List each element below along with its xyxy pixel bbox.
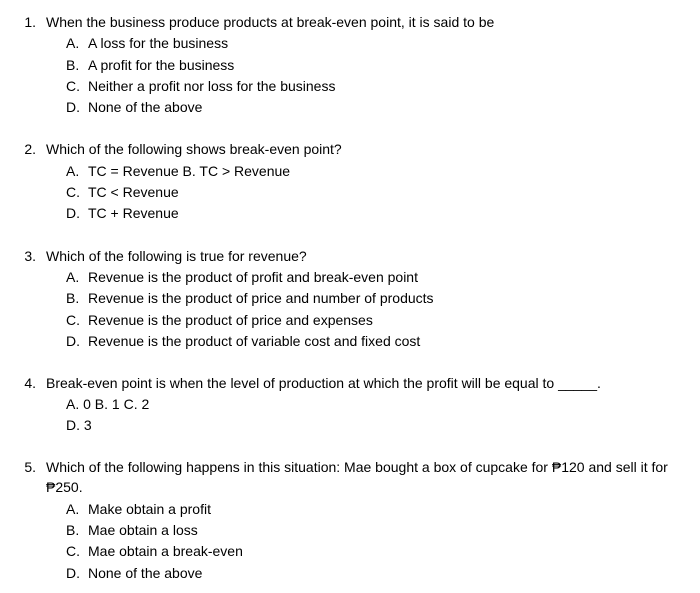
option-line-2: D. 3 [66, 415, 682, 435]
option-text: Mae obtain a break-even [88, 541, 682, 561]
option-c: C. Revenue is the product of price and e… [66, 310, 682, 330]
option-a: A. A loss for the business [66, 33, 682, 53]
option-c: C. Neither a profit nor loss for the bus… [66, 76, 682, 96]
option-letter: A. [66, 267, 88, 287]
option-text: A profit for the business [88, 55, 682, 75]
options-list: A. Make obtain a profit B. Mae obtain a … [18, 499, 682, 583]
option-text: Revenue is the product of price and numb… [88, 288, 682, 308]
option-d: D. None of the above [66, 97, 682, 117]
question-2: 2. Which of the following shows break-ev… [18, 139, 682, 223]
option-d: D. None of the above [66, 563, 682, 583]
question-1: 1. When the business produce products at… [18, 12, 682, 117]
option-a: A. Make obtain a profit [66, 499, 682, 519]
option-letter: A. [66, 499, 88, 519]
question-text: Which of the following is true for reven… [46, 246, 682, 266]
question-number: 2. [18, 139, 46, 159]
question-text: When the business produce products at br… [46, 12, 682, 32]
options-list: A. 0 B. 1 C. 2 D. 3 [18, 394, 682, 435]
question-4: 4. Break-even point is when the level of… [18, 373, 682, 435]
option-letter: A. [66, 33, 88, 53]
question-number: 5. [18, 457, 46, 477]
option-text: Neither a profit nor loss for the busine… [88, 76, 682, 96]
options-list: A. A loss for the business B. A profit f… [18, 33, 682, 117]
option-letter: C. [66, 310, 88, 330]
option-c: C. TC < Revenue [66, 182, 682, 202]
option-b: B. Mae obtain a loss [66, 520, 682, 540]
option-letter: D. [66, 563, 88, 583]
option-text: Revenue is the product of variable cost … [88, 331, 682, 351]
question-3: 3. Which of the following is true for re… [18, 246, 682, 351]
option-text: Revenue is the product of profit and bre… [88, 267, 682, 287]
option-text: None of the above [88, 563, 682, 583]
question-text: Which of the following happens in this s… [46, 457, 682, 498]
option-letter: B. [66, 55, 88, 75]
option-text: Mae obtain a loss [88, 520, 682, 540]
option-text: TC + Revenue [88, 203, 682, 223]
option-letter: B. [66, 288, 88, 308]
question-number: 3. [18, 246, 46, 266]
option-c: C. Mae obtain a break-even [66, 541, 682, 561]
options-list: A. TC = Revenue B. TC > Revenue C. TC < … [18, 161, 682, 224]
question-number: 1. [18, 12, 46, 32]
question-text: Break-even point is when the level of pr… [46, 373, 682, 393]
option-text: Make obtain a profit [88, 499, 682, 519]
question-header: 5. Which of the following happens in thi… [18, 457, 682, 498]
option-letter: D. [66, 331, 88, 351]
option-letter: C. [66, 182, 88, 202]
option-letter: C. [66, 76, 88, 96]
option-text: A loss for the business [88, 33, 682, 53]
option-b: B. A profit for the business [66, 55, 682, 75]
option-letter: D. [66, 203, 88, 223]
question-number: 4. [18, 373, 46, 393]
option-d: D. TC + Revenue [66, 203, 682, 223]
options-list: A. Revenue is the product of profit and … [18, 267, 682, 351]
option-text: Revenue is the product of price and expe… [88, 310, 682, 330]
option-letter: D. [66, 97, 88, 117]
option-text: None of the above [88, 97, 682, 117]
option-a: A. TC = Revenue B. TC > Revenue [66, 161, 682, 181]
question-5: 5. Which of the following happens in thi… [18, 457, 682, 583]
option-a: A. Revenue is the product of profit and … [66, 267, 682, 287]
option-letter: A. [66, 161, 88, 181]
question-header: 2. Which of the following shows break-ev… [18, 139, 682, 159]
option-text: TC < Revenue [88, 182, 682, 202]
question-header: 3. Which of the following is true for re… [18, 246, 682, 266]
option-line-1: A. 0 B. 1 C. 2 [66, 394, 682, 414]
option-letter: C. [66, 541, 88, 561]
option-text: TC = Revenue B. TC > Revenue [88, 161, 682, 181]
question-text: Which of the following shows break-even … [46, 139, 682, 159]
option-d: D. Revenue is the product of variable co… [66, 331, 682, 351]
question-header: 4. Break-even point is when the level of… [18, 373, 682, 393]
question-header: 1. When the business produce products at… [18, 12, 682, 32]
option-letter: B. [66, 520, 88, 540]
option-b: B. Revenue is the product of price and n… [66, 288, 682, 308]
